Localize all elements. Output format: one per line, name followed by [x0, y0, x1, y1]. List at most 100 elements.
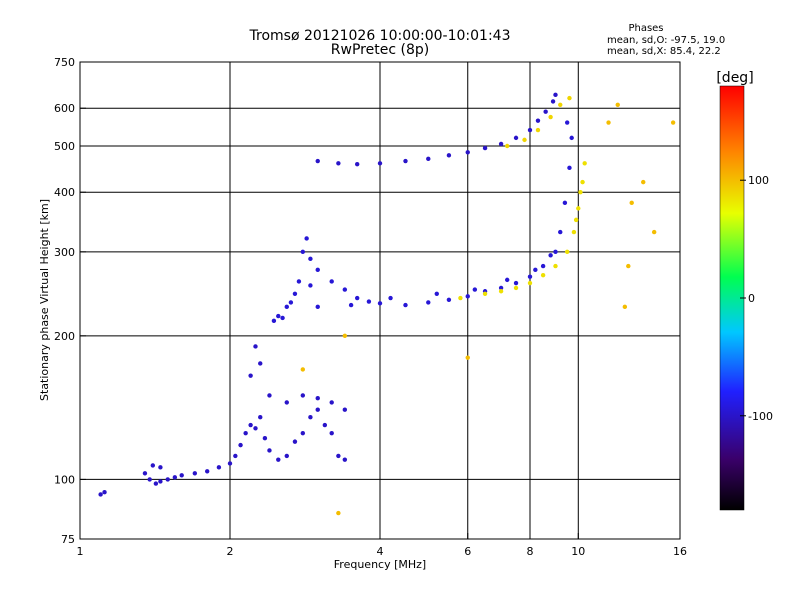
- data-point: [329, 430, 334, 436]
- data-point: [426, 300, 431, 305]
- data-point: [504, 277, 510, 283]
- data-point: [300, 430, 306, 436]
- data-point: [446, 297, 452, 302]
- data-point: [465, 294, 470, 299]
- y-tick-label: 75: [61, 533, 75, 546]
- data-point: [465, 150, 470, 155]
- data-point: [342, 287, 348, 292]
- data-point: [248, 422, 253, 428]
- data-point: [622, 304, 628, 310]
- y-tick-label: 200: [54, 330, 75, 343]
- data-point: [548, 114, 553, 120]
- data-point: [233, 453, 238, 459]
- data-point: [102, 490, 107, 495]
- data-point: [513, 135, 519, 141]
- data-point: [578, 190, 583, 195]
- data-point: [147, 477, 152, 482]
- data-point: [670, 120, 676, 125]
- data-point: [304, 236, 309, 241]
- data-point: [253, 426, 258, 431]
- data-point: [543, 109, 548, 114]
- data-point: [569, 135, 574, 141]
- data-point: [576, 206, 581, 211]
- chart-title: Tromsø 20121026 10:00:00-10:01:43: [249, 28, 511, 44]
- y-tick-label: 750: [54, 56, 75, 69]
- data-point: [472, 287, 478, 292]
- data-point: [248, 373, 253, 378]
- colorbar-ticks: 100 0 -100: [740, 174, 773, 423]
- data-point: [513, 285, 519, 291]
- data-point: [329, 400, 334, 405]
- data-point: [288, 300, 294, 305]
- data-point: [258, 361, 263, 366]
- data-point: [558, 102, 563, 108]
- data-point: [179, 473, 184, 478]
- y-axis-label: Stationary phase Virtual Height [km]: [38, 199, 51, 401]
- data-point: [564, 249, 570, 255]
- data-point: [204, 469, 210, 474]
- data-point: [482, 145, 488, 151]
- data-point: [465, 355, 470, 360]
- data-point: [550, 99, 556, 104]
- data-point: [513, 280, 519, 286]
- data-point: [377, 301, 383, 306]
- data-point: [553, 263, 558, 269]
- data-point: [573, 217, 579, 223]
- data-point: [558, 229, 563, 235]
- data-point: [150, 463, 156, 468]
- data-point: [535, 127, 541, 133]
- data-point: [227, 461, 233, 466]
- data-point: [553, 92, 558, 98]
- data-points: [98, 92, 676, 516]
- data-point: [582, 161, 587, 166]
- data-point: [571, 229, 577, 235]
- data-point: [527, 274, 533, 279]
- data-point: [626, 263, 631, 269]
- data-point: [498, 141, 504, 147]
- data-point: [641, 179, 646, 185]
- data-point: [308, 283, 313, 288]
- data-point: [348, 302, 354, 308]
- x-tick-label: 4: [377, 545, 384, 558]
- data-point: [253, 344, 258, 349]
- data-point: [192, 471, 198, 476]
- phase-stats-o: mean, sd,O: -97.5, 19.0: [607, 35, 725, 46]
- data-point: [522, 137, 527, 143]
- data-point: [271, 318, 277, 324]
- data-point: [336, 161, 341, 166]
- data-point: [540, 272, 546, 278]
- data-point: [300, 249, 306, 255]
- y-tick-label: 600: [54, 102, 75, 115]
- colorbar-tick-label: 100: [748, 174, 769, 187]
- data-point: [280, 315, 285, 321]
- x-tick-label: 8: [527, 545, 534, 558]
- data-point: [533, 267, 538, 273]
- data-point: [329, 279, 334, 284]
- colorbar-tick-label: 0: [748, 292, 755, 305]
- data-point: [300, 367, 306, 372]
- data-point: [300, 393, 306, 398]
- data-point: [403, 158, 408, 164]
- data-point: [366, 299, 372, 304]
- data-point: [315, 304, 320, 310]
- data-point: [315, 267, 320, 273]
- y-tick-label: 400: [54, 186, 75, 199]
- data-point: [216, 465, 222, 470]
- y-tick-label: 100: [54, 473, 75, 486]
- data-point: [580, 179, 585, 185]
- data-point: [315, 158, 320, 164]
- y-tick-label: 500: [54, 140, 75, 153]
- data-point: [615, 102, 620, 108]
- data-point: [322, 422, 328, 428]
- data-point: [548, 253, 553, 258]
- data-point: [482, 291, 488, 296]
- data-point: [292, 291, 298, 296]
- data-point: [276, 313, 281, 319]
- data-point: [562, 200, 568, 206]
- data-point: [606, 120, 611, 125]
- data-point: [377, 161, 383, 166]
- data-point: [629, 200, 634, 206]
- data-point: [553, 249, 558, 255]
- data-point: [336, 453, 341, 459]
